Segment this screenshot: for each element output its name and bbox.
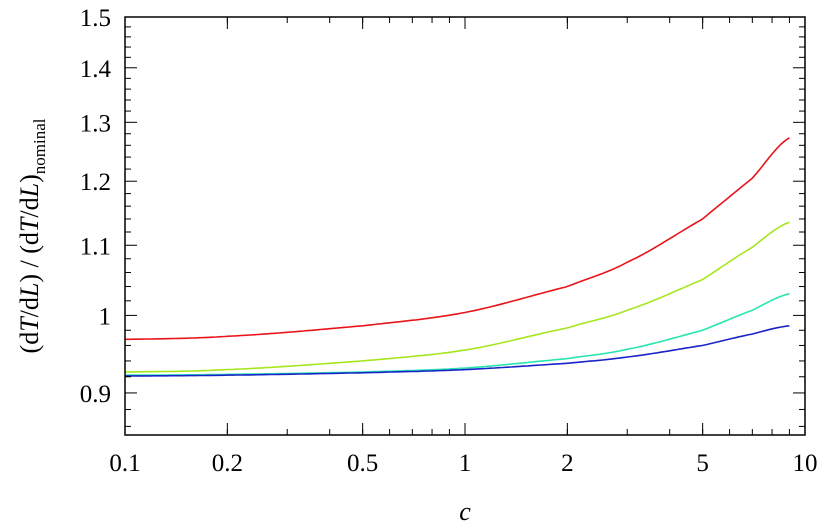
x-tick-label: 0.5	[347, 450, 378, 477]
y-tick-label: 1.2	[80, 169, 111, 196]
x-tick-label: 10	[793, 450, 818, 477]
y-tick-label: 1.4	[80, 56, 112, 83]
x-tick-label: 5	[696, 450, 709, 477]
y-label-part: /d	[15, 297, 44, 317]
y-label-part: (d	[15, 332, 44, 354]
x-tick-label: 2	[561, 450, 574, 477]
y-tick-label: 1.5	[80, 5, 111, 32]
y-tick-label: 1.1	[80, 233, 111, 260]
y-tick-label: 1.3	[80, 110, 111, 137]
y-label-T: T	[15, 216, 44, 232]
tick-layer: 0.1 0.2 0.5 1 2 5 10 0.9 1 1.1 1.2 1.3 1.4 1.5	[80, 5, 818, 477]
y-axis-label: (dT/dL) / (dT/dL)nominal	[15, 118, 49, 353]
series-layer	[124, 137, 790, 377]
y-label-part: )	[15, 174, 44, 183]
y-tick-label: 1	[99, 303, 112, 330]
y-label-L: L	[15, 283, 44, 298]
plot-frame	[124, 16, 806, 436]
y-label-T: T	[15, 316, 44, 332]
x-tick-label: 0.2	[212, 450, 243, 477]
series-line-1	[125, 137, 790, 341]
y-label-part: ) / (d	[15, 232, 44, 283]
y-label-L: L	[15, 183, 44, 198]
series-line-3	[124, 292, 790, 376]
series-line-4	[124, 325, 790, 377]
y-label-subscript: nominal	[30, 118, 49, 174]
x-tick-label: 1	[459, 450, 472, 477]
y-tick-label: 0.9	[80, 381, 111, 408]
series-line-2	[124, 221, 790, 373]
x-axis-label: c	[459, 497, 471, 526]
y-label-part: /d	[15, 197, 44, 217]
x-tick-label: 0.1	[109, 450, 140, 477]
